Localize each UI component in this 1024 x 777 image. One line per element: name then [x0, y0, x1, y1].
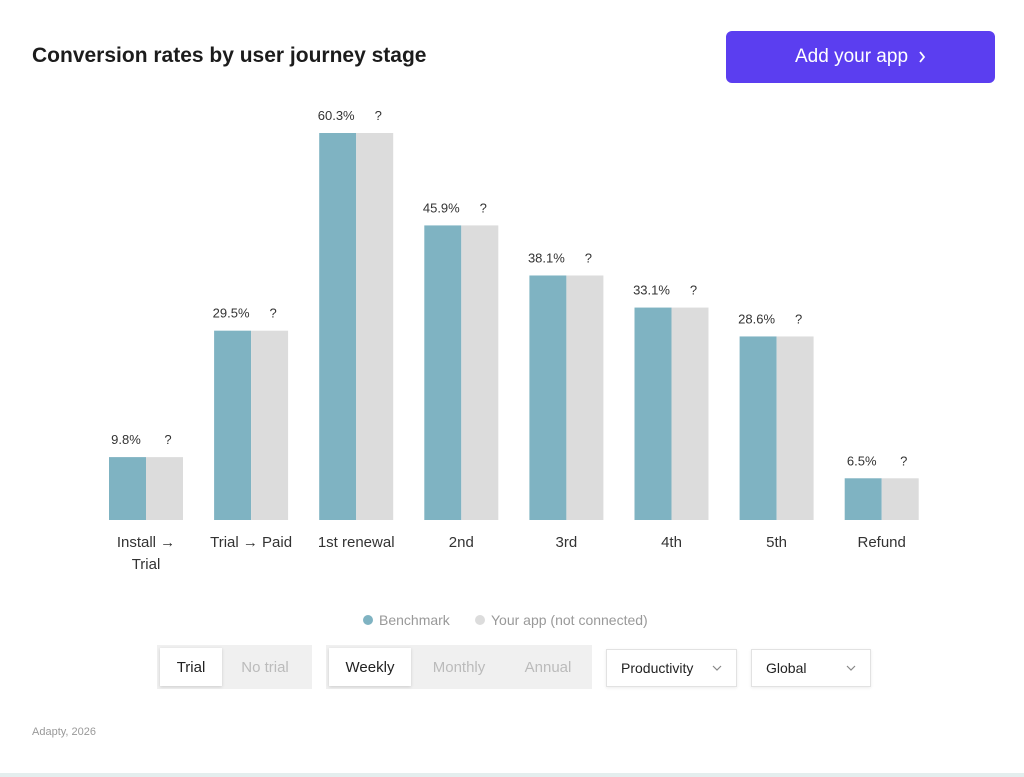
- x-tick-label: Trial → Paid: [210, 534, 293, 551]
- bar: [214, 330, 252, 520]
- x-tick-label: 4th: [661, 534, 682, 551]
- footer: Adapty, 2026: [32, 726, 97, 738]
- bar: [424, 225, 462, 520]
- x-tick-label: 1st renewal: [317, 534, 395, 551]
- value-label: ?: [375, 108, 382, 123]
- legend-label: Benchmark: [379, 612, 450, 628]
- legend-dot: [475, 615, 485, 625]
- value-label: 29.5%: [213, 306, 250, 321]
- bar: [844, 478, 882, 520]
- value-label: 60.3%: [318, 108, 355, 123]
- bar: [109, 457, 146, 520]
- placeholder-bar: [566, 275, 604, 520]
- dropdown-label: Global: [766, 660, 807, 676]
- toggle-option[interactable]: Weekly: [329, 648, 411, 686]
- value-label: ?: [690, 283, 697, 298]
- placeholder-bar: [671, 307, 709, 520]
- bar: [319, 133, 357, 520]
- value-label: 9.8%: [111, 432, 141, 447]
- bottom-border: [0, 773, 1024, 777]
- add-app-button[interactable]: Add your app: [726, 31, 995, 83]
- dropdown[interactable]: Productivity: [606, 649, 737, 687]
- trial-toggle: Trial No trial: [157, 645, 312, 689]
- value-label: ?: [585, 250, 592, 265]
- value-label: 45.9%: [423, 200, 460, 215]
- value-label: 38.1%: [528, 250, 565, 265]
- dropdown-label: Productivity: [621, 660, 694, 676]
- dropdown[interactable]: Global: [751, 649, 871, 687]
- placeholder-bar: [776, 336, 814, 520]
- legend-item: Your app (not connected): [475, 612, 648, 628]
- value-label: 33.1%: [633, 283, 670, 298]
- value-label: ?: [900, 453, 907, 468]
- bar: [634, 307, 672, 520]
- toggle-option[interactable]: Trial: [160, 648, 222, 686]
- toggle-option[interactable]: No trial: [241, 658, 289, 676]
- bar: [739, 336, 777, 520]
- x-tick-label: 5th: [766, 534, 788, 551]
- legend-item: Benchmark: [363, 612, 450, 628]
- placeholder-bar: [146, 457, 183, 520]
- chart-title: Conversion rates by user journey stage: [32, 44, 427, 67]
- period-toggle: Weekly Monthly Annual: [326, 645, 592, 689]
- x-tick-label: 3rd: [555, 534, 578, 551]
- placeholder-bar: [251, 330, 289, 520]
- value-label: ?: [164, 432, 171, 447]
- placeholder-bar: [461, 225, 499, 520]
- value-label: ?: [269, 306, 276, 321]
- x-tick-label: Refund: [857, 534, 906, 551]
- x-tick-label: Install → Trial: [116, 534, 176, 573]
- placeholder-bar: [881, 478, 919, 520]
- chevron: [712, 665, 722, 671]
- toggle-option[interactable]: Annual: [524, 658, 572, 676]
- x-tick-label: 2nd: [448, 534, 474, 551]
- chevron: [846, 665, 856, 671]
- value-label: ?: [795, 311, 802, 326]
- button-label: Add your app: [794, 46, 909, 67]
- bar: [529, 275, 567, 520]
- legend-dot: [363, 615, 373, 625]
- legend-label: Your app (not connected): [491, 612, 648, 628]
- toggle-option[interactable]: Monthly: [432, 658, 486, 676]
- placeholder-bar: [356, 133, 394, 520]
- chevron: [919, 51, 926, 63]
- chart: 9.8% ? 29.5% ? 60.3% ? 45.9% ? 38.1% ? 33.1% ? 28.6%…: [109, 108, 919, 520]
- value-label: ?: [480, 200, 487, 215]
- value-label: 28.6%: [738, 311, 775, 326]
- value-label: 6.5%: [847, 453, 877, 468]
